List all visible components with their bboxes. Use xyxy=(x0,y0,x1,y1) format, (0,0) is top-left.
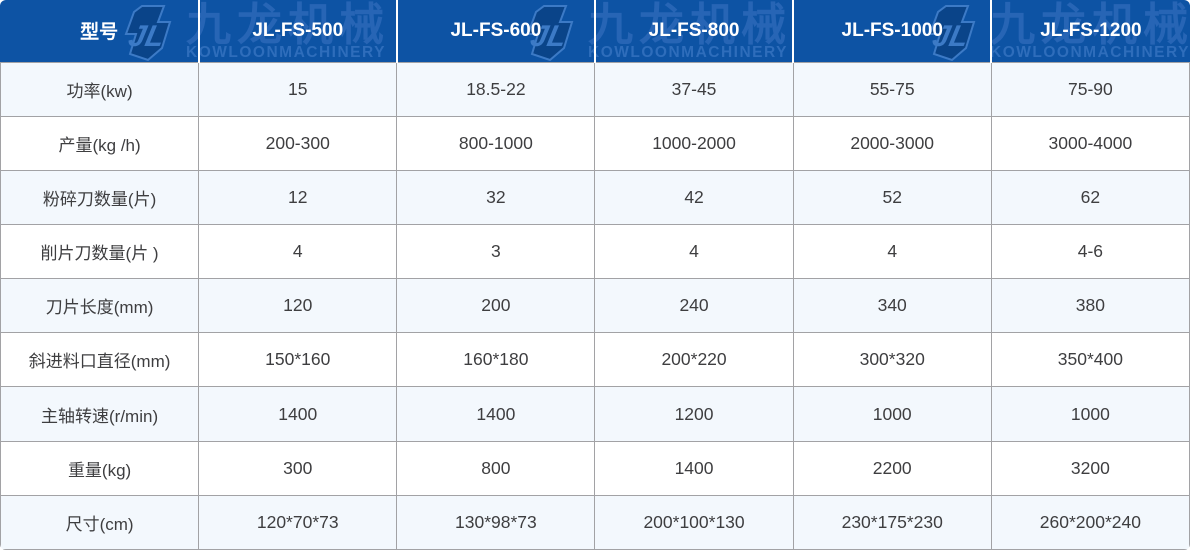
spec-value: 150*160 xyxy=(198,332,398,388)
spec-value: 200*100*130 xyxy=(594,494,794,550)
spec-value: 4 xyxy=(594,223,794,280)
spec-value: 1000 xyxy=(990,386,1190,442)
spec-value: 350*400 xyxy=(990,332,1190,388)
column-header-5: JL-FS-1200 xyxy=(1040,19,1142,41)
spec-value: 4 xyxy=(198,223,398,280)
row-label: 产量(kg /h) xyxy=(0,115,200,171)
spec-value: 120 xyxy=(198,278,398,334)
row-label: 主轴转速(r/min) xyxy=(0,386,200,442)
spec-value: 340 xyxy=(792,278,992,334)
spec-value: 200*220 xyxy=(594,332,794,388)
row-label: 功率(kw) xyxy=(0,61,200,117)
spec-value: 1000-2000 xyxy=(594,115,794,171)
column-header-2: JL-FS-600 xyxy=(396,0,596,62)
spec-value: 230*175*230 xyxy=(792,494,992,550)
column-header-4: JL-FS-1000 xyxy=(793,0,993,62)
spec-value: 3200 xyxy=(990,440,1190,496)
spec-value: 800 xyxy=(396,440,596,496)
table-row: 斜进料口直径(mm) 150*160 160*180 200*220 300*320 35… xyxy=(0,332,1190,388)
column-header-3: JL-FS-800 xyxy=(594,0,795,62)
spec-value: 75-90 xyxy=(990,61,1190,117)
spec-value: 42 xyxy=(594,169,794,225)
spec-value: 130*98*73 xyxy=(396,494,596,550)
spec-value: 4-6 xyxy=(990,223,1190,280)
row-label: 刀片长度(mm) xyxy=(0,278,200,334)
spec-value: 1200 xyxy=(594,386,794,442)
spec-value: 800-1000 xyxy=(396,115,596,171)
spec-value: 2000-3000 xyxy=(792,115,992,171)
spec-value: 12 xyxy=(198,169,398,225)
row-label: 削片刀数量(片 ) xyxy=(0,223,200,280)
column-header-1: JL-FS-500 xyxy=(198,0,398,62)
spec-value: 3000-4000 xyxy=(990,115,1190,171)
table-row: 尺寸(cm) 120*70*73 130*98*73 200*100*130 230*1… xyxy=(0,494,1190,550)
table-row: 功率(kw) 15 18.5-22 37-45 55-75 75-90 xyxy=(0,61,1190,117)
spec-value: 15 xyxy=(198,61,398,117)
spec-value: 55-75 xyxy=(792,61,992,117)
spec-value: 18.5-22 xyxy=(396,61,596,117)
spec-value: 32 xyxy=(396,169,596,225)
table-header: 型号 JL-FS-500 JL-FS-600 JL-FS-800 JL-FS-1000 J… xyxy=(0,0,1190,62)
row-label: 尺寸(cm) xyxy=(0,494,200,550)
spec-value: 200-300 xyxy=(198,115,398,171)
table-body: 功率(kw) 15 18.5-22 37-45 55-75 75-90 产量(kg /h) 2… xyxy=(0,61,1190,550)
spec-value: 1400 xyxy=(594,440,794,496)
spec-value: 120*70*73 xyxy=(198,494,398,550)
table-row: 重量(kg) 300 800 1400 2200 3200 xyxy=(0,440,1190,496)
spec-value: 4 xyxy=(792,223,992,280)
spec-value: 1400 xyxy=(198,386,398,442)
spec-value: 260*200*240 xyxy=(990,494,1190,550)
spec-value: 380 xyxy=(990,278,1190,334)
spec-value: 300*320 xyxy=(792,332,992,388)
spec-value: 160*180 xyxy=(396,332,596,388)
spec-value: 1400 xyxy=(396,386,596,442)
header-row: 型号 JL-FS-500 JL-FS-600 JL-FS-800 JL-FS-1000 J… xyxy=(0,0,1190,62)
spec-value: 200 xyxy=(396,278,596,334)
column-header-model: 型号 xyxy=(0,0,200,62)
table-row: 粉碎刀数量(片) 12 32 42 52 62 xyxy=(0,169,1190,225)
table-row: 削片刀数量(片 ) 4 3 4 4 4-6 xyxy=(0,223,1190,280)
table-row: 产量(kg /h) 200-300 800-1000 1000-2000 2000-30… xyxy=(0,115,1190,171)
row-label: 粉碎刀数量(片) xyxy=(0,169,200,225)
row-label: 斜进料口直径(mm) xyxy=(0,332,200,388)
spec-value: 300 xyxy=(198,440,398,496)
spec-value: 37-45 xyxy=(594,61,794,117)
spec-value: 3 xyxy=(396,223,596,280)
spec-value: 62 xyxy=(990,169,1190,225)
spec-value: 2200 xyxy=(792,440,992,496)
table-row: 主轴转速(r/min) 1400 1400 1200 1000 1000 xyxy=(0,386,1190,442)
table-row: 刀片长度(mm) 120 200 240 340 380 xyxy=(0,278,1190,334)
row-label: 重量(kg) xyxy=(0,440,200,496)
spec-value: 52 xyxy=(792,169,992,225)
spec-value: 240 xyxy=(594,278,794,334)
spec-value: 1000 xyxy=(792,386,992,442)
